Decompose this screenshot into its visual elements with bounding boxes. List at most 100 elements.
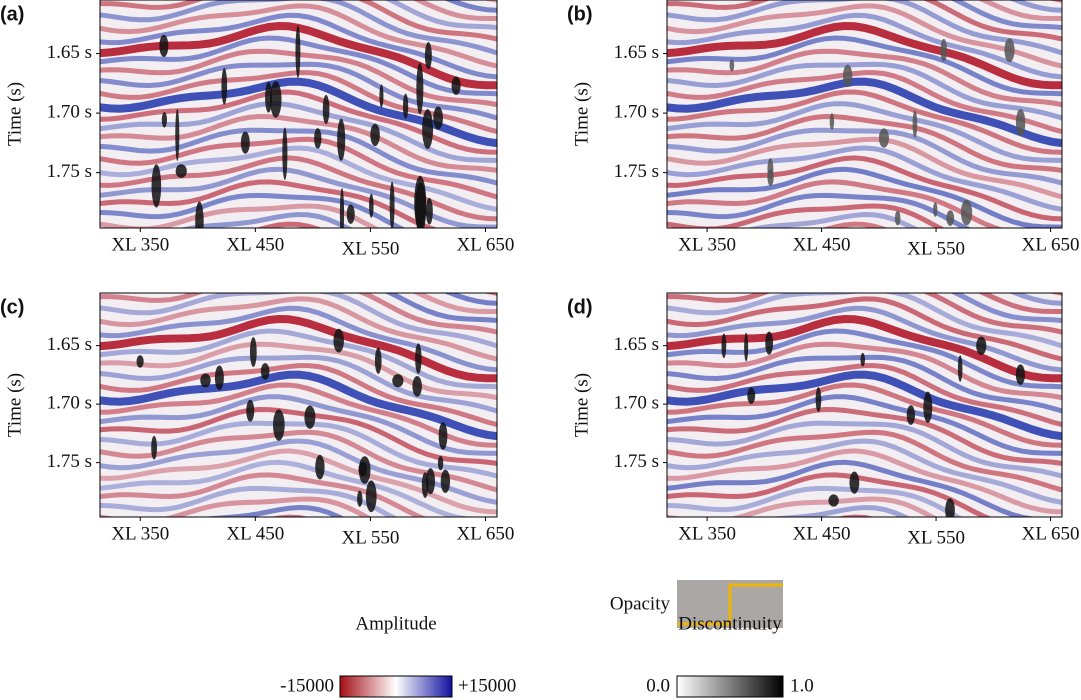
- discontinuity-colorbar: [676, 675, 784, 698]
- reflector: [100, 293, 497, 335]
- discontinuity-blob: [195, 201, 204, 228]
- reflector: [100, 354, 497, 414]
- reflector: [100, 0, 497, 56]
- reflector: [412, 0, 497, 21]
- seismic-image: [100, 293, 497, 517]
- discontinuity-blob: [333, 328, 344, 353]
- discontinuity-blob: [923, 391, 933, 423]
- y-axis-label: Time (s): [4, 373, 25, 437]
- reflector: [667, 203, 945, 228]
- reflector: [384, 0, 497, 30]
- discontinuity-blob: [433, 106, 443, 130]
- discontinuity-blob: [933, 202, 938, 217]
- y-tick-label: 1.65 s: [47, 42, 92, 63]
- reflector: [667, 472, 992, 517]
- x-tick-label: XL 450: [226, 523, 284, 544]
- x-tick-label: XL 650: [1022, 523, 1080, 544]
- amplitude-colorbar: [339, 675, 453, 698]
- reflector: [667, 192, 972, 228]
- panel: (a) Time (s) 1.65 s 1.70 s 1.75 s XL 350 XL 45…: [0, 0, 514, 259]
- reflector: [100, 485, 398, 517]
- reflector: [100, 203, 380, 228]
- reflector: [667, 293, 1062, 335]
- y-tick-label: 1.75 s: [47, 451, 92, 472]
- reflector: [667, 166, 1062, 228]
- reflector: [977, 293, 1062, 314]
- discontinuity-blob: [744, 332, 749, 362]
- reflector: [667, 70, 1062, 135]
- reflector: [412, 293, 497, 314]
- discontinuity-blob: [1015, 108, 1026, 137]
- reflector: [100, 314, 497, 383]
- reflector: [667, 136, 1062, 200]
- discontinuity-blob: [425, 197, 433, 225]
- discontinuity-blob: [402, 93, 409, 119]
- discontinuity-blob: [272, 409, 285, 441]
- y-tick-label: 1.70 s: [47, 392, 92, 413]
- discontinuity-blob: [721, 333, 727, 359]
- reflector: [667, 485, 964, 517]
- y-tick-label: 1.75 s: [47, 161, 92, 182]
- reflector: [667, 429, 1062, 493]
- reflector: [667, 127, 1062, 186]
- reflector: [667, 0, 1062, 42]
- image-frame: [99, 0, 498, 229]
- x-tick-label: XL 450: [793, 523, 851, 544]
- reflector: [667, 459, 1039, 517]
- discontinuity-blob: [265, 82, 272, 113]
- reflector: [180, 211, 353, 228]
- discontinuity-blob: [295, 25, 301, 78]
- reflector: [667, 89, 1062, 155]
- discontinuity-blob: [214, 365, 224, 391]
- discontinuity-blob: [365, 480, 377, 513]
- image-frame: [666, 0, 1063, 229]
- reflector: [949, 0, 1062, 30]
- reflector: [667, 61, 1062, 121]
- y-tick-label: 1.75 s: [614, 161, 659, 182]
- discontinuity-label: Discontinuity: [678, 613, 782, 634]
- discontinuity-blob: [379, 84, 384, 108]
- discontinuity-blob: [440, 469, 451, 494]
- reflector: [747, 211, 919, 228]
- reflector: [667, 328, 1062, 390]
- discontinuity-blob: [424, 42, 432, 70]
- reflector: [667, 420, 1062, 479]
- reflector: [667, 314, 1062, 383]
- reflector: [100, 127, 497, 186]
- reflector: [667, 363, 1062, 428]
- x-tick-label: XL 350: [111, 234, 169, 255]
- opacity-label: Opacity: [610, 593, 671, 614]
- discontinuity-blob: [370, 123, 380, 147]
- discontinuity-blob: [912, 110, 918, 138]
- panel-label: (c): [0, 296, 24, 318]
- discontinuity-blob: [860, 352, 866, 367]
- reflector: [667, 179, 1004, 228]
- reflector: [667, 370, 1062, 441]
- discontinuity-blob: [842, 64, 853, 88]
- x-tick-label: XL 550: [907, 527, 965, 548]
- reflector: [100, 472, 427, 517]
- reflector: [100, 293, 497, 349]
- y-tick-label: 1.65 s: [47, 334, 92, 355]
- discontinuity-blob: [747, 387, 756, 404]
- reflector: [100, 394, 497, 456]
- discontinuity-blob: [438, 422, 448, 450]
- y-tick-label: 1.70 s: [614, 392, 659, 413]
- discontinuity-blob: [282, 127, 288, 181]
- reflector: [203, 504, 345, 517]
- discontinuity-blob: [976, 336, 987, 355]
- reflector: [667, 145, 1062, 212]
- reflector: [667, 394, 1062, 456]
- discontinuity-blob: [894, 210, 901, 226]
- discontinuity-blob: [270, 81, 282, 118]
- discontinuity-blob: [337, 118, 346, 161]
- seismic-image: [100, 0, 497, 228]
- discontinuity-blob: [946, 210, 955, 226]
- amplitude-min: -15000: [280, 675, 334, 696]
- reflector: [100, 192, 407, 228]
- panel: (b) Time (s) 1.65 s 1.70 s 1.75 s XL 350 XL 45…: [567, 0, 1079, 259]
- reflector: [667, 382, 1062, 448]
- y-axis-label: Time (s): [571, 82, 592, 146]
- reflector: [100, 363, 497, 428]
- discontinuity-blob: [246, 399, 255, 422]
